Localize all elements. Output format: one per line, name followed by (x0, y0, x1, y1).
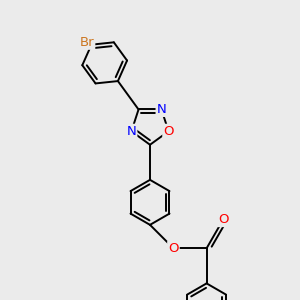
Text: N: N (127, 125, 136, 138)
Text: N: N (157, 103, 166, 116)
Text: O: O (163, 125, 174, 138)
Text: O: O (168, 242, 179, 255)
Text: O: O (218, 213, 228, 226)
Text: Br: Br (80, 36, 94, 49)
